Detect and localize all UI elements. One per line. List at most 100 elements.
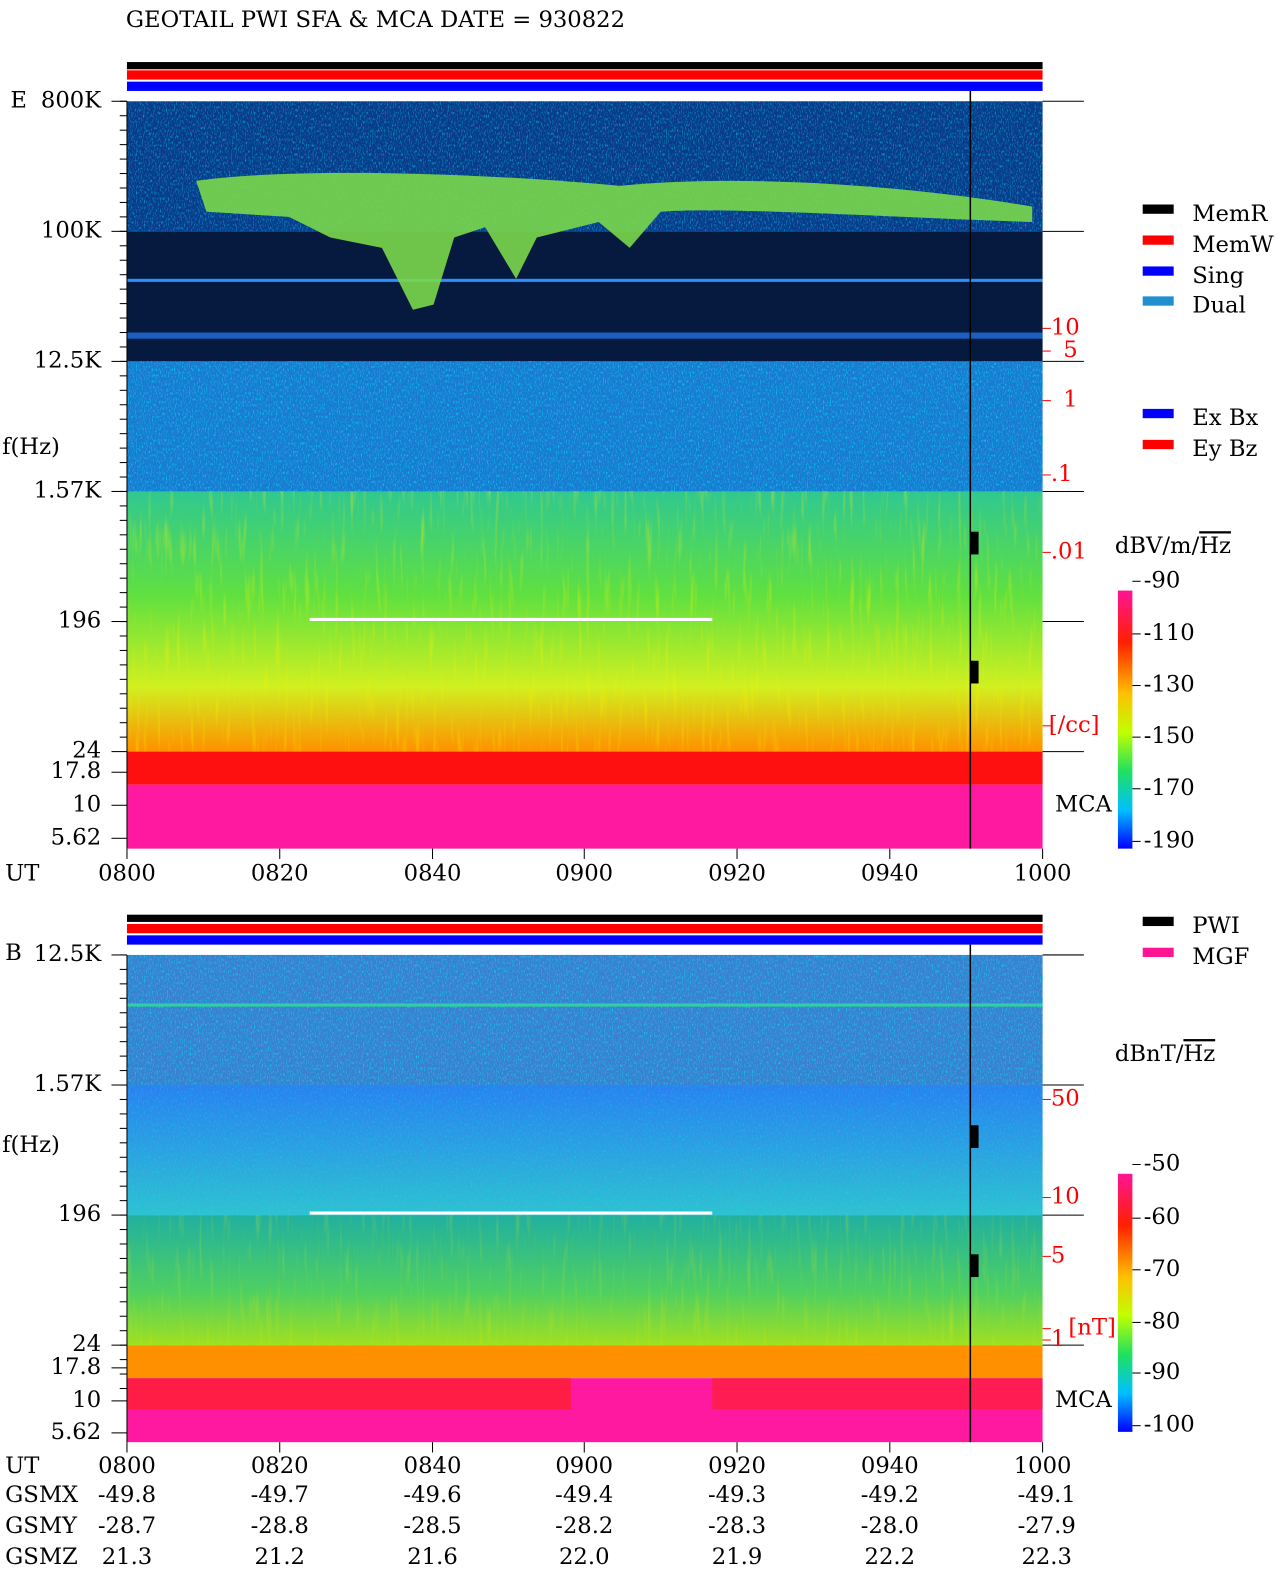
orbit-value: 22.0 xyxy=(559,1544,610,1570)
y-tick-label: 10 xyxy=(72,791,101,817)
x-tick-label: 0900 xyxy=(555,860,613,886)
colorbar-tick-label: -90 xyxy=(1144,1359,1181,1385)
legend-label: MemW xyxy=(1192,232,1274,258)
legend-label: Dual xyxy=(1192,293,1246,319)
density-label: 1 xyxy=(1063,387,1077,413)
legend-label: MemR xyxy=(1192,201,1268,227)
orbit-value: 22.3 xyxy=(1021,1544,1072,1570)
colorbar-e xyxy=(1117,590,1133,849)
density-label: .1 xyxy=(1051,461,1073,487)
colorbar-root: Hz xyxy=(1183,1041,1215,1067)
x-tick-label: 0920 xyxy=(708,1453,766,1479)
orbit-value: 21.3 xyxy=(102,1544,153,1570)
y-tick-label: 1.57K xyxy=(34,477,103,503)
density-label: [/cc] xyxy=(1049,712,1100,738)
y-tick-label: 5.62 xyxy=(51,1419,102,1445)
density-label: 10 xyxy=(1051,1184,1080,1210)
colorbar-tick-label: -100 xyxy=(1144,1412,1195,1438)
colorbar-tick-label: -50 xyxy=(1144,1151,1181,1177)
colorbar-tick-label: -70 xyxy=(1144,1256,1181,1282)
x-tick-label: 0840 xyxy=(404,1453,462,1479)
colorbar-root: Hz xyxy=(1199,533,1231,559)
y-tick-label: 196 xyxy=(58,608,101,634)
x-tick-label: 0820 xyxy=(251,860,309,886)
orbit-value: -49.3 xyxy=(708,1482,766,1508)
mca-label: MCA xyxy=(1055,1387,1113,1413)
panel-label: B xyxy=(5,940,22,966)
x-tick-label: 0900 xyxy=(555,1453,613,1479)
y-tick-label: 5.62 xyxy=(51,824,102,850)
colorbar-b xyxy=(1117,1173,1133,1432)
orbit-value: -28.8 xyxy=(251,1513,309,1539)
x-tick-label: 0920 xyxy=(708,860,766,886)
orbit-label: GSMZ xyxy=(5,1544,78,1570)
colorbar-tick-label: -110 xyxy=(1144,620,1195,646)
orbit-value: -27.9 xyxy=(1018,1513,1076,1539)
legend-label: Ex Bx xyxy=(1192,405,1258,431)
orbit-value: -28.2 xyxy=(555,1513,613,1539)
colorbar-unit: dBV/m/ xyxy=(1115,533,1200,559)
legend-swatch xyxy=(1142,439,1174,450)
density-label: [nT] xyxy=(1068,1315,1115,1341)
orbit-label: GSMX xyxy=(5,1482,79,1508)
orbit-value: -49.1 xyxy=(1018,1482,1076,1508)
legend-swatch xyxy=(1142,296,1174,306)
orbit-value: 21.9 xyxy=(712,1544,763,1570)
x-tick-label: 0840 xyxy=(404,860,462,886)
density-label: 1 xyxy=(1051,1326,1065,1352)
y-tick-label: 12.5K xyxy=(34,347,103,373)
orbit-value: -49.7 xyxy=(251,1482,309,1508)
x-tick-label: 1000 xyxy=(1014,1453,1072,1479)
density-label: 5 xyxy=(1051,1242,1065,1268)
y-tick-label: 17.8 xyxy=(51,1354,102,1380)
colorbar-tick-label: -150 xyxy=(1144,723,1195,749)
spectrogram-e xyxy=(126,62,1043,849)
y-tick-label: 17.8 xyxy=(51,758,102,784)
colorbar-title: dBnT/Hz xyxy=(1115,1041,1215,1067)
colorbar-tick-label: -190 xyxy=(1144,827,1195,853)
y-tick-label: 100K xyxy=(41,217,102,243)
colorbar-title: dBV/m/Hz xyxy=(1115,533,1231,559)
panel-label: E xyxy=(10,87,27,113)
legend-swatch xyxy=(1142,266,1174,276)
y-tick-label: 10 xyxy=(72,1387,101,1413)
x-axis-label: UT xyxy=(5,1453,39,1479)
x-tick-label: 0820 xyxy=(251,1453,309,1479)
legend-swatch xyxy=(1142,916,1174,927)
orbit-value: 21.6 xyxy=(407,1544,458,1570)
orbit-value: -28.7 xyxy=(98,1513,156,1539)
x-tick-label: 0940 xyxy=(861,1453,919,1479)
colorbar-tick-label: -130 xyxy=(1144,672,1195,698)
legend-swatch xyxy=(1142,408,1174,419)
y-tick-label: 1.57K xyxy=(34,1071,103,1097)
orbit-label: GSMY xyxy=(5,1513,78,1539)
y-axis-label: f(Hz) xyxy=(2,1132,60,1158)
colorbar-tick-label: -80 xyxy=(1144,1308,1181,1334)
legend-label: Ey Bz xyxy=(1192,436,1257,462)
y-tick-label: 24 xyxy=(72,1331,101,1357)
colorbar-tick-label: -90 xyxy=(1144,567,1181,593)
orbit-value: -49.8 xyxy=(98,1482,156,1508)
orbit-value: -28.0 xyxy=(861,1513,919,1539)
orbit-value: -28.5 xyxy=(403,1513,461,1539)
orbit-value: 21.2 xyxy=(254,1544,305,1570)
legend-swatch xyxy=(1142,204,1174,214)
spectrogram-b xyxy=(126,914,1043,1443)
y-tick-label: 12.5K xyxy=(34,941,103,967)
orbit-value: -28.3 xyxy=(708,1513,766,1539)
density-label: 5 xyxy=(1063,337,1077,363)
colorbar-tick-label: -170 xyxy=(1144,775,1195,801)
mca-label: MCA xyxy=(1055,791,1113,817)
legend-label: Sing xyxy=(1192,263,1244,289)
y-tick-label: 24 xyxy=(72,738,101,764)
legend-label: MGF xyxy=(1192,944,1249,970)
legend-swatch xyxy=(1142,947,1174,958)
legend-label: PWI xyxy=(1192,913,1240,939)
x-tick-label: 0800 xyxy=(98,860,156,886)
orbit-value: -49.2 xyxy=(861,1482,919,1508)
orbit-value: -49.6 xyxy=(403,1482,461,1508)
orbit-value: -49.4 xyxy=(555,1482,613,1508)
density-label: 50 xyxy=(1051,1085,1080,1111)
density-label: .01 xyxy=(1051,538,1087,564)
